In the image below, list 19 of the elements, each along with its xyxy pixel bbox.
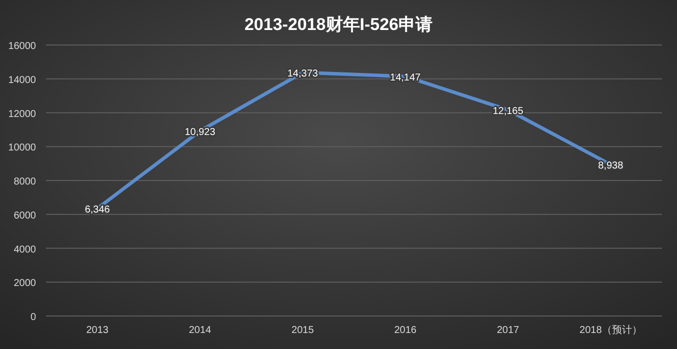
y-tick-label: 8000	[14, 176, 36, 188]
y-tick-label: 14000	[8, 74, 36, 86]
x-tick-label: 2016	[394, 325, 417, 336]
x-tick-label: 2015	[292, 325, 314, 336]
x-tick-label: 2018（预计）	[580, 324, 642, 336]
y-tick-label: 12000	[8, 108, 36, 120]
x-tick-label: 2017	[496, 325, 520, 336]
y-tick-label: 16000	[8, 41, 36, 52]
y-tick-label: 2000	[14, 278, 36, 290]
data-label: 8,938	[598, 160, 624, 172]
y-tick-label: 6000	[14, 210, 36, 222]
y-tick-label: 0	[30, 312, 36, 323]
data-label: 14,147	[390, 72, 422, 84]
chart-title: 2013-2018财年I-526申请	[244, 15, 433, 34]
x-tick-label: 2013	[86, 325, 109, 336]
data-label: 6,346	[84, 204, 110, 216]
y-tick-label: 4000	[14, 244, 36, 256]
x-tick-label: 2014	[188, 325, 212, 336]
y-tick-label: 10000	[8, 142, 36, 154]
